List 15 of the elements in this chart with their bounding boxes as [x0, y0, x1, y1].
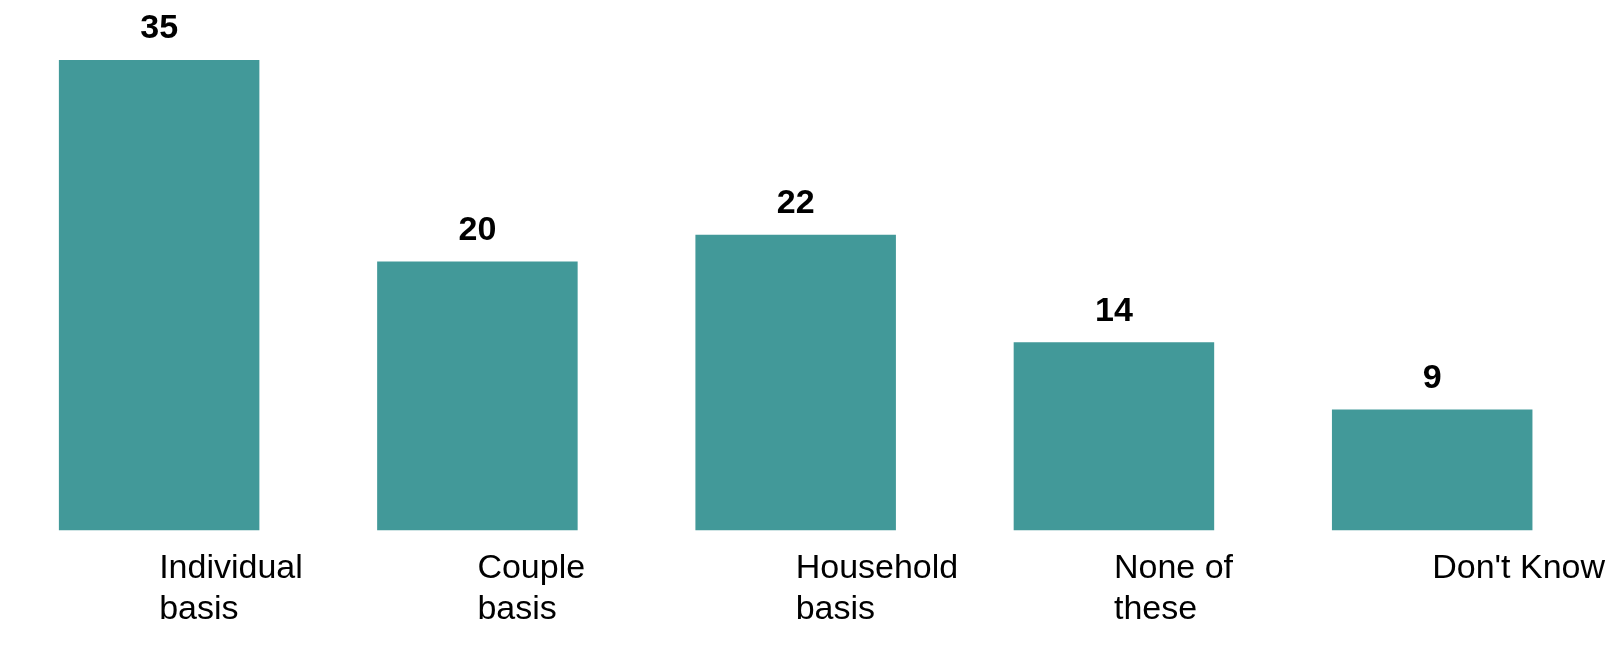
x-tick-label: Individual basis: [159, 547, 303, 626]
data-label: 20: [458, 208, 497, 247]
bar: [1331, 409, 1533, 531]
data-label: 22: [776, 182, 815, 221]
bar: [58, 60, 260, 531]
data-label: 9: [1422, 356, 1442, 395]
bar: [377, 261, 578, 531]
data-label: 14: [1095, 289, 1133, 328]
x-tick-label: Couple basis: [477, 547, 586, 626]
x-tick-label: None of these: [1113, 547, 1234, 626]
data-label: 35: [140, 7, 179, 46]
bar: [1013, 342, 1215, 531]
bar: [695, 234, 896, 531]
x-tick-label: Don't Know: [1432, 547, 1606, 586]
x-tick-label: Household basis: [795, 547, 959, 626]
